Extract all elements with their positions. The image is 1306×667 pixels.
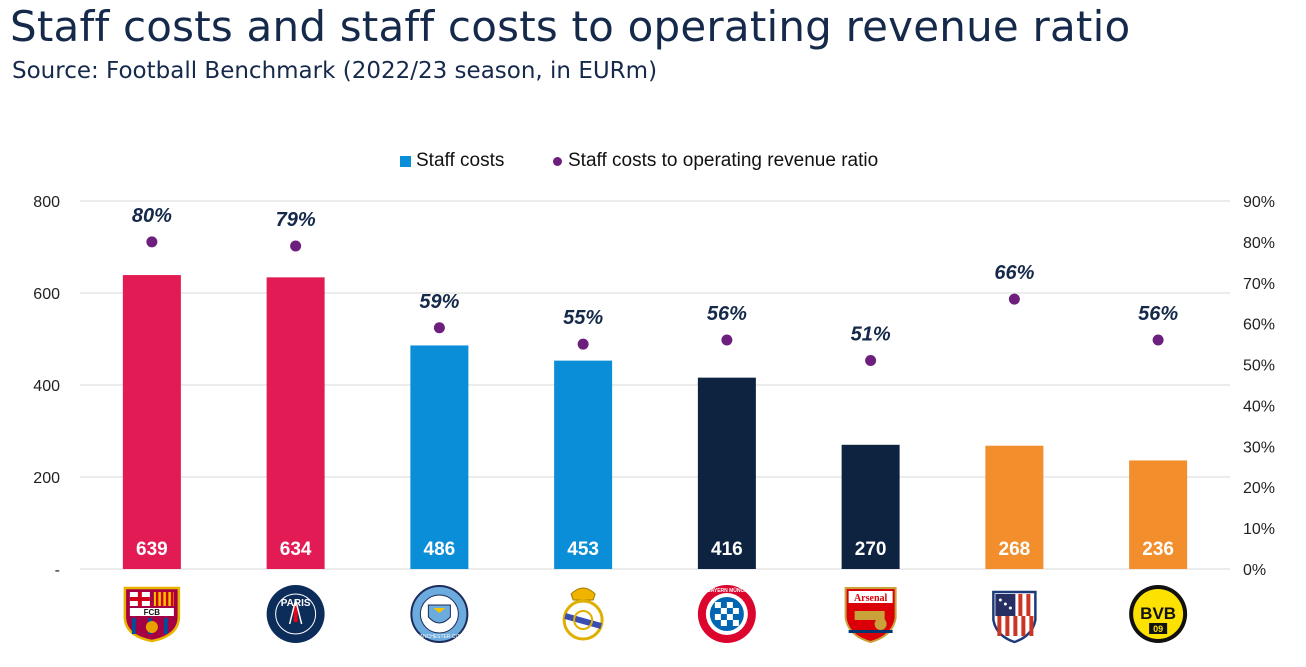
bar (410, 345, 469, 569)
bar-value-label: 268 (999, 539, 1031, 560)
psg-logo-text: PARIS (281, 598, 311, 609)
barcelona-logo: FCB (123, 586, 181, 643)
man-city-logo: MANCHESTER CITY (410, 585, 469, 643)
atletico-logo (992, 590, 1037, 644)
legend-dot-ratio (553, 156, 562, 166)
y-tick-right: 50% (1243, 358, 1275, 375)
bar-value-label: 639 (136, 539, 168, 560)
bar-value-label: 453 (567, 539, 599, 560)
bar-value-label: 634 (280, 539, 312, 560)
y-tick-left: - (55, 562, 60, 579)
ratio-label: 79% (276, 209, 316, 231)
ratio-label: 59% (419, 291, 459, 313)
y-tick-right: 20% (1243, 480, 1275, 497)
legend-item-ratio: Staff costs to operating revenue ratio (553, 150, 878, 172)
ratio-dot (1008, 293, 1020, 305)
bar-value-label: 270 (855, 539, 887, 560)
barcelona-logo-text: FCB (144, 608, 161, 617)
man-city-logo-text: MANCHESTER CITY (415, 634, 463, 640)
y-tick-left: 800 (33, 194, 60, 211)
bar-value-label: 236 (1142, 539, 1174, 560)
bvb-logo-number: 09 (1153, 624, 1163, 634)
legend-label-staff-costs: Staff costs (416, 150, 505, 171)
y-tick-right: 60% (1243, 317, 1275, 334)
ratio-dot (577, 338, 589, 350)
bar (1129, 460, 1188, 569)
ratio-label: 56% (707, 303, 747, 325)
y-tick-right: 90% (1243, 194, 1275, 211)
bar-value-label: 486 (424, 539, 456, 560)
ratio-dot (865, 354, 877, 366)
y-tick-right: 40% (1243, 398, 1275, 415)
bayern-logo-text: FC BAYERN MÜNCHEN (699, 587, 755, 594)
real-madrid-logo (562, 587, 604, 641)
arsenal-logo-text: Arsenal (854, 593, 888, 604)
ratio-label: 80% (132, 205, 172, 227)
bar (841, 444, 900, 569)
legend-swatch-staff-costs (400, 155, 411, 167)
psg-logo: PARIS (266, 585, 325, 643)
ratio-dot (433, 322, 445, 334)
y-tick-right: 30% (1243, 439, 1275, 456)
legend-label-ratio: Staff costs to operating revenue ratio (568, 150, 879, 171)
ratio-dot (1152, 334, 1164, 346)
bvb-logo-text: BVB (1140, 604, 1176, 623)
y-tick-right: 10% (1243, 521, 1275, 538)
y-tick-right: 80% (1243, 235, 1275, 252)
y-tick-left: 400 (33, 378, 60, 395)
bayern-logo: FC BAYERN MÜNCHEN (697, 585, 756, 643)
ratio-label: 56% (1138, 303, 1178, 325)
bar (697, 377, 756, 569)
ratio-label: 51% (851, 323, 891, 345)
legend: Staff costs Staff costs to operating rev… (0, 150, 1306, 174)
bar (554, 360, 613, 569)
bar-value-label: 416 (711, 539, 743, 560)
bar (266, 277, 325, 569)
ratio-dot (290, 240, 302, 252)
bar (122, 275, 181, 569)
ratio-label: 66% (994, 262, 1034, 284)
ratio-label: 55% (563, 307, 603, 329)
arsenal-logo: Arsenal (844, 587, 897, 644)
y-tick-left: 600 (33, 286, 60, 303)
y-tick-left: 200 (33, 470, 60, 487)
chart-subtitle: Source: Football Benchmark (2022/23 seas… (12, 58, 658, 84)
ratio-dot (721, 334, 733, 346)
chart-title: Staff costs and staff costs to operating… (10, 2, 1131, 51)
legend-item-staff-costs: Staff costs (400, 150, 504, 172)
y-tick-right: 70% (1243, 276, 1275, 293)
y-tick-right: 0% (1243, 562, 1266, 579)
bar (985, 445, 1044, 569)
ratio-dot (146, 236, 158, 248)
